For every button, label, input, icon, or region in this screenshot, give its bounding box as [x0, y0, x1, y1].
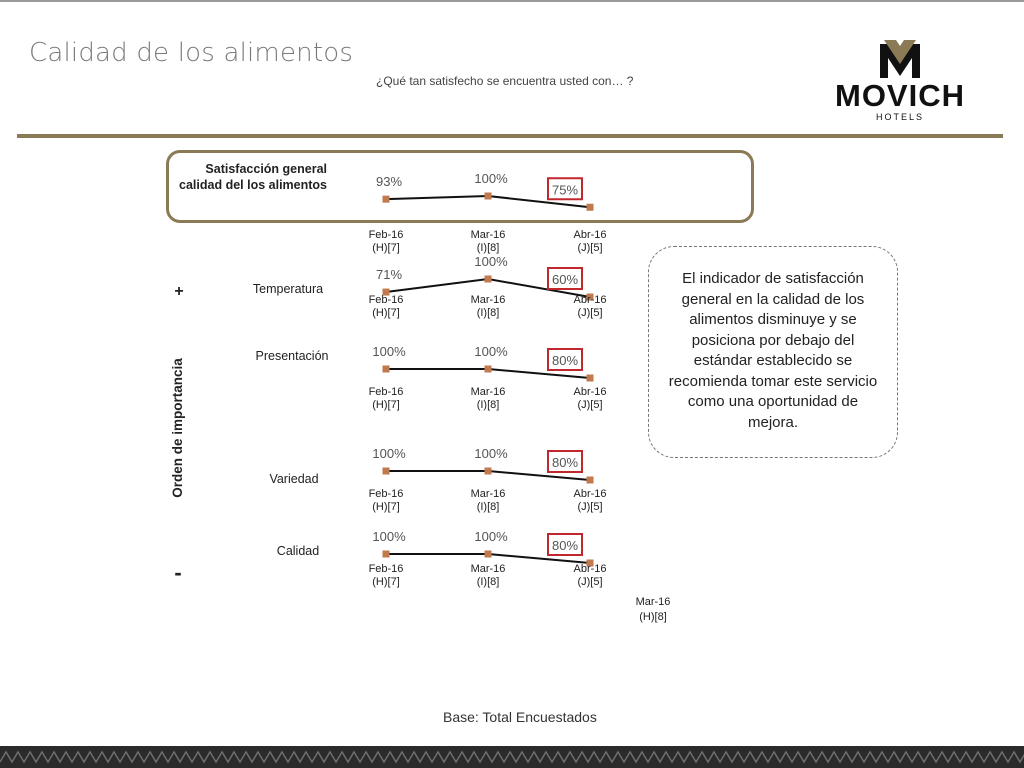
data-point [382, 195, 390, 203]
series-label: Variedad [269, 472, 318, 486]
x-tick-label: Abr-16 [573, 563, 606, 575]
data-point [484, 365, 492, 373]
x-tick-label: Abr-16 [573, 386, 606, 398]
series-label: Satisfacción general [205, 162, 327, 176]
extra-tick-label: Mar-16 [636, 596, 671, 608]
x-tick-label: Mar-16 [471, 563, 506, 575]
x-tick-label: (H)[7] [372, 399, 400, 411]
data-label: 80% [552, 353, 578, 368]
data-label: 100% [372, 344, 406, 359]
series-label: Temperatura [253, 282, 323, 296]
x-tick-label: (I)[8] [477, 576, 500, 588]
callout-note: El indicador de satisfacción general en … [648, 246, 898, 458]
data-label: 60% [552, 272, 578, 287]
y-axis-label: Orden de importancia [170, 358, 185, 498]
highlight-box [547, 267, 583, 290]
x-tick-label: (H)[7] [372, 501, 400, 513]
data-label: 100% [372, 446, 406, 461]
data-label: 100% [474, 171, 508, 186]
data-label: 100% [474, 529, 508, 544]
x-tick-label: Feb-16 [369, 294, 404, 306]
x-tick-label: Mar-16 [471, 488, 506, 500]
x-tick-label: Feb-16 [369, 488, 404, 500]
series-label-line2: calidad del los alimentos [179, 178, 327, 192]
series-label: Presentación [256, 349, 329, 363]
x-tick-label: Feb-16 [369, 386, 404, 398]
highlight-box [547, 348, 583, 371]
x-tick-label: (H)[7] [372, 242, 400, 254]
movich-logo: MOVICH HOTELS [835, 40, 965, 122]
plus-sign: + [174, 283, 183, 300]
logo-sub: HOTELS [876, 112, 924, 122]
x-tick-label: (J)[5] [577, 307, 602, 319]
data-point [586, 476, 594, 484]
data-label: 100% [474, 254, 508, 269]
x-tick-label: Mar-16 [471, 386, 506, 398]
data-point [382, 550, 390, 558]
x-tick-label: Abr-16 [573, 488, 606, 500]
x-tick-label: (J)[5] [577, 501, 602, 513]
x-tick-label: Abr-16 [573, 294, 606, 306]
x-tick-label: Feb-16 [369, 229, 404, 241]
x-tick-label: (I)[8] [477, 242, 500, 254]
x-tick-label: (J)[5] [577, 242, 602, 254]
data-point [586, 293, 594, 301]
general-satisfaction-frame [166, 150, 754, 223]
highlight-box [547, 450, 583, 473]
data-label: 100% [474, 344, 508, 359]
footer-pattern [0, 746, 1024, 768]
highlight-box [547, 533, 583, 556]
extra-tick-label: (H)[8] [639, 611, 667, 623]
data-point [484, 550, 492, 558]
data-label: 100% [372, 529, 406, 544]
x-tick-label: (I)[8] [477, 399, 500, 411]
subtitle: ¿Qué tan satisfecho se encuentra usted c… [376, 74, 634, 88]
data-point [586, 559, 594, 567]
data-point [586, 203, 594, 211]
x-tick-label: (H)[7] [372, 307, 400, 319]
minus-sign: - [174, 560, 181, 585]
x-tick-label: (J)[5] [577, 399, 602, 411]
data-point [586, 374, 594, 382]
data-label: 93% [376, 174, 402, 189]
x-tick-label: (J)[5] [577, 576, 602, 588]
x-tick-label: (I)[8] [477, 307, 500, 319]
data-label: 71% [376, 267, 402, 282]
data-label: 80% [552, 538, 578, 553]
top-rule [0, 0, 1024, 2]
zigzag-line [0, 750, 1024, 764]
series-label: Calidad [277, 544, 319, 558]
x-tick-label: Abr-16 [573, 229, 606, 241]
data-point [484, 275, 492, 283]
gold-divider [17, 134, 1003, 138]
data-point [484, 192, 492, 200]
data-point [382, 467, 390, 475]
data-point [382, 365, 390, 373]
x-tick-label: Mar-16 [471, 229, 506, 241]
base-note: Base: Total Encuestados [443, 709, 597, 725]
data-label: 80% [552, 455, 578, 470]
x-tick-label: (H)[7] [372, 576, 400, 588]
highlight-box [547, 177, 583, 201]
x-tick-label: Feb-16 [369, 563, 404, 575]
data-point [382, 288, 390, 296]
data-point [484, 467, 492, 475]
page-title: Calidad de los alimentos [29, 38, 354, 68]
logo-text: MOVICH [835, 78, 965, 113]
data-label: 100% [474, 446, 508, 461]
x-tick-label: (I)[8] [477, 501, 500, 513]
x-tick-label: Mar-16 [471, 294, 506, 306]
data-label: 75% [552, 182, 578, 197]
